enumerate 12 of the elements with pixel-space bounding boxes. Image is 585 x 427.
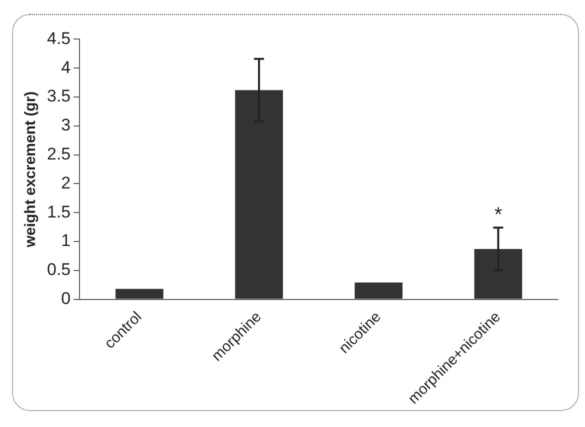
y-axis-title: weight excrement (gr): [22, 91, 40, 248]
y-tick-label: 1.5: [46, 202, 71, 222]
y-tick-label: 3: [61, 116, 71, 135]
y-tick-label: 4.5: [46, 28, 71, 48]
y-tick-label: 1: [61, 231, 71, 250]
y-tick-label: 4: [61, 58, 71, 77]
y-tick-label: 2: [61, 173, 71, 192]
y-tick-label: 3.5: [46, 86, 71, 106]
annotation: *: [494, 204, 502, 226]
y-tick-label: 0: [61, 288, 71, 308]
y-tick-label: 0.5: [46, 260, 71, 280]
y-tick-label: 2.5: [46, 144, 71, 164]
